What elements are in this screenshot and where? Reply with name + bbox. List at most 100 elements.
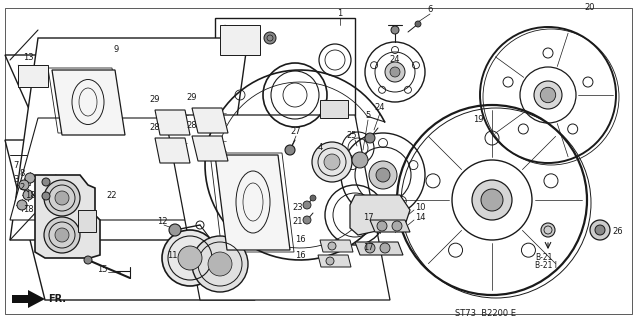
Polygon shape — [215, 18, 355, 145]
Text: 6: 6 — [427, 5, 433, 14]
Circle shape — [472, 180, 512, 220]
Circle shape — [162, 230, 218, 286]
Circle shape — [178, 246, 202, 270]
Circle shape — [390, 67, 400, 77]
Polygon shape — [5, 55, 255, 145]
Text: 16: 16 — [295, 251, 305, 260]
Bar — [18, 65, 48, 87]
Circle shape — [595, 225, 605, 235]
Polygon shape — [5, 140, 255, 300]
Circle shape — [540, 87, 555, 103]
Text: 8: 8 — [19, 169, 25, 178]
Polygon shape — [370, 220, 410, 232]
Text: 18: 18 — [25, 190, 35, 199]
Circle shape — [541, 223, 555, 237]
Circle shape — [534, 81, 562, 109]
Circle shape — [385, 62, 405, 82]
Circle shape — [42, 192, 50, 200]
Text: 29: 29 — [150, 95, 161, 105]
Text: ST73  B2200 E: ST73 B2200 E — [455, 309, 516, 318]
Circle shape — [42, 178, 50, 186]
Text: 26: 26 — [612, 228, 622, 236]
Polygon shape — [155, 110, 190, 135]
Circle shape — [192, 236, 248, 292]
Text: 27: 27 — [290, 127, 301, 137]
Circle shape — [169, 224, 181, 236]
Polygon shape — [52, 70, 125, 135]
Polygon shape — [35, 175, 100, 258]
Text: FR.: FR. — [48, 294, 66, 304]
Circle shape — [415, 21, 421, 27]
Circle shape — [312, 142, 352, 182]
Circle shape — [264, 32, 276, 44]
Text: 11: 11 — [167, 251, 177, 260]
Polygon shape — [10, 118, 248, 220]
Text: 10: 10 — [415, 204, 426, 212]
Text: 13: 13 — [23, 53, 33, 62]
Text: 23: 23 — [292, 204, 303, 212]
Text: 2: 2 — [19, 183, 25, 193]
Circle shape — [365, 133, 375, 143]
Circle shape — [303, 201, 311, 209]
Polygon shape — [320, 240, 353, 252]
Polygon shape — [355, 242, 403, 255]
Circle shape — [328, 242, 336, 250]
Circle shape — [376, 168, 390, 182]
Polygon shape — [350, 195, 410, 235]
Text: 7: 7 — [13, 161, 18, 170]
Text: 28: 28 — [150, 124, 161, 132]
Polygon shape — [318, 255, 351, 267]
Bar — [78, 210, 96, 232]
Text: 9: 9 — [113, 45, 118, 54]
Text: B-21: B-21 — [535, 253, 552, 262]
Bar — [220, 25, 260, 55]
Circle shape — [365, 243, 375, 253]
Text: 15: 15 — [97, 266, 107, 275]
Text: 20: 20 — [585, 4, 595, 12]
Circle shape — [44, 180, 80, 216]
Circle shape — [377, 221, 387, 231]
Circle shape — [326, 257, 334, 265]
Circle shape — [44, 217, 80, 253]
Circle shape — [590, 220, 610, 240]
Circle shape — [352, 152, 368, 168]
Circle shape — [23, 190, 33, 200]
Text: 4: 4 — [317, 143, 322, 153]
Text: 18: 18 — [23, 205, 33, 214]
Circle shape — [55, 191, 69, 205]
Circle shape — [380, 243, 390, 253]
Polygon shape — [12, 290, 45, 308]
Text: 25: 25 — [347, 132, 357, 140]
Text: 22: 22 — [107, 190, 117, 199]
Circle shape — [84, 256, 92, 264]
Text: 5: 5 — [366, 111, 371, 121]
Text: 12: 12 — [157, 218, 168, 227]
Polygon shape — [192, 108, 228, 133]
Circle shape — [324, 154, 340, 170]
Circle shape — [481, 189, 503, 211]
Bar — [320, 100, 348, 118]
Circle shape — [310, 195, 316, 201]
Circle shape — [369, 161, 397, 189]
Text: 17: 17 — [362, 213, 373, 222]
Circle shape — [208, 252, 232, 276]
Circle shape — [303, 216, 311, 224]
Text: 1: 1 — [338, 10, 343, 19]
Text: B-21 I: B-21 I — [535, 261, 557, 270]
Text: 21: 21 — [293, 218, 303, 227]
Text: 24: 24 — [390, 55, 400, 65]
Circle shape — [25, 173, 35, 183]
Text: 19: 19 — [473, 116, 483, 124]
Circle shape — [55, 228, 69, 242]
Text: 24: 24 — [375, 103, 385, 113]
Polygon shape — [10, 38, 248, 240]
Circle shape — [391, 26, 399, 34]
Circle shape — [392, 221, 402, 231]
Text: 17: 17 — [362, 244, 373, 252]
Text: 3: 3 — [13, 175, 18, 185]
Polygon shape — [165, 115, 390, 300]
Circle shape — [285, 145, 295, 155]
Circle shape — [17, 200, 27, 210]
Text: 28: 28 — [187, 122, 197, 131]
Text: 14: 14 — [415, 213, 426, 222]
